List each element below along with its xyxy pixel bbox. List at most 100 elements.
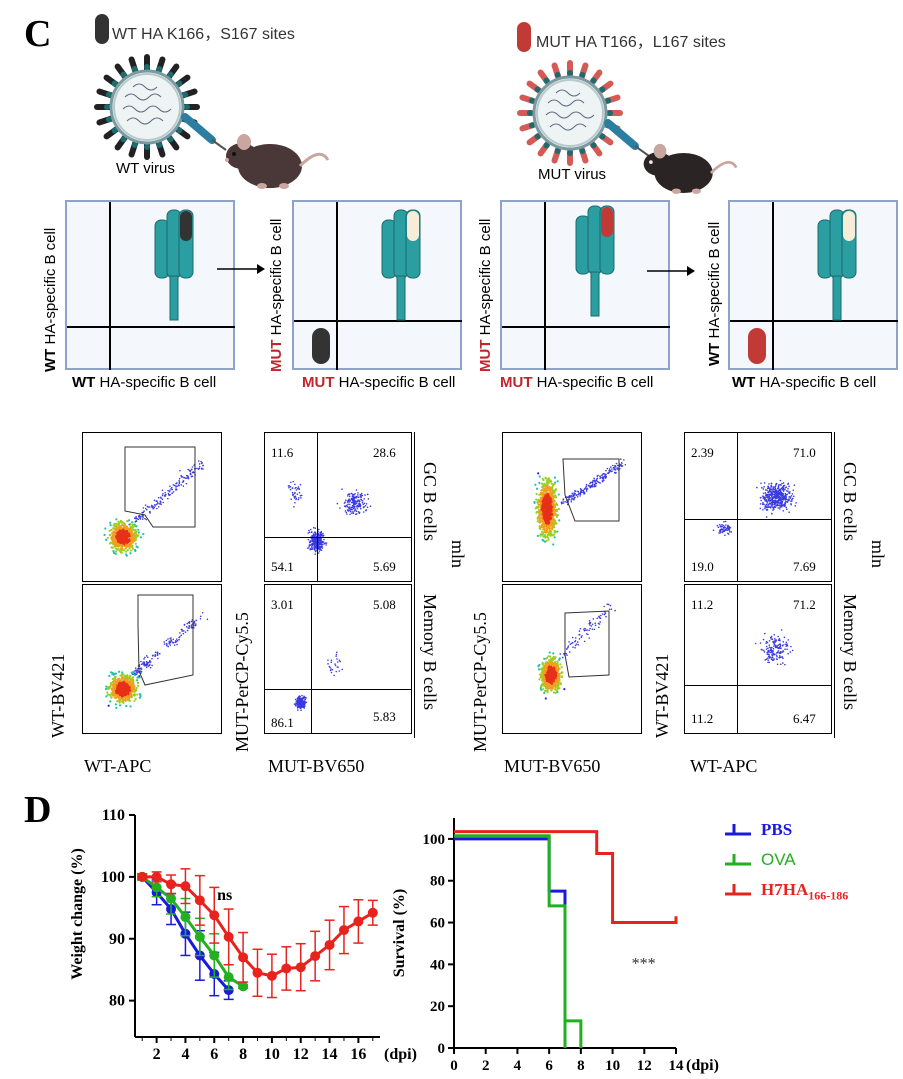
survival-chart: 0 20 40 60 80 100 0 2 4 6 8 10 12 14 (dpi) Survival (%)… xyxy=(391,818,719,1074)
x-tick-label: 8 xyxy=(239,1046,247,1063)
quadrant-ur: 71.0 xyxy=(793,445,816,460)
row-label-gc-right: GC B cells xyxy=(840,462,860,541)
y-tick-label: 90 xyxy=(109,931,125,948)
data-point xyxy=(324,939,335,950)
weight-chart: 80 90 100 110 2 4 6 8 10 12 14 16 (dpi) Weight change… xyxy=(69,807,417,1063)
wt-site-pill xyxy=(312,328,330,364)
mut-virus-label: MUT virus xyxy=(538,166,607,183)
row-divider-right xyxy=(834,432,835,738)
data-point xyxy=(281,963,292,974)
right-gate-x-label: MUT-BV650 xyxy=(504,756,601,776)
wt-syringe-icon xyxy=(181,113,227,151)
legend-pbs-swatch xyxy=(725,824,751,836)
left-gate-y-label: WT-BV421 xyxy=(48,653,68,738)
x-tick-label: 16 xyxy=(350,1046,366,1063)
flow-right-mem-quad: 11.2 71.2 11.2 6.47 xyxy=(684,584,832,734)
data-point xyxy=(310,951,321,962)
right-quad-x-label: WT-APC xyxy=(690,756,758,776)
data-point xyxy=(223,931,234,942)
data-point xyxy=(353,916,364,927)
legend-pbs-label: PBS xyxy=(761,820,793,839)
x-axis-label: (dpi) xyxy=(686,1057,719,1074)
x-tick-label: 14 xyxy=(669,1058,685,1074)
x-tick-label: 6 xyxy=(210,1046,218,1063)
wt-legend-text: WT HA K166，S167 sites xyxy=(112,26,295,43)
mut-site-pill xyxy=(748,328,766,364)
wt-site-marker xyxy=(95,14,109,44)
flow-scatter-plot xyxy=(754,629,794,666)
data-point xyxy=(266,970,277,981)
wt-mouse-icon xyxy=(225,134,330,189)
data-point xyxy=(151,871,162,882)
x-tick-label: 10 xyxy=(264,1046,280,1063)
diagram-3-y-label: MUT HA-specific B cell xyxy=(477,218,494,372)
quadrant-ur: 28.6 xyxy=(373,445,396,460)
y-tick-label: 100 xyxy=(101,869,125,886)
y-tick-label: 110 xyxy=(102,807,125,824)
quadrant-ul: 11.6 xyxy=(271,445,294,460)
quadrant-ul: 3.01 xyxy=(271,597,294,612)
data-point xyxy=(252,967,263,978)
left-quad-x-label: MUT-BV650 xyxy=(268,756,365,776)
flow-density-plot xyxy=(103,446,204,557)
quadrant-ll: 86.1 xyxy=(271,715,294,730)
x-tick-label: 12 xyxy=(293,1046,309,1063)
y-axis-label: Weight change (%) xyxy=(69,848,86,980)
legend: PBS OVA H7HA166-186 xyxy=(725,820,895,910)
flow-right-gc-quad: 2.39 71.0 19.0 7.69 xyxy=(684,432,832,582)
mut-mouse-icon xyxy=(643,143,738,194)
diagram-2-y-label: MUT HA-specific B cell xyxy=(268,218,285,372)
left-gate-x-label: WT-APC xyxy=(84,756,152,776)
data-point xyxy=(223,972,234,983)
series-H7HA166-186 xyxy=(454,830,678,925)
quadrant-ll: 11.2 xyxy=(691,711,714,726)
bcr-receptor-icon xyxy=(575,205,615,317)
diagram-1-y-label: WT HA-specific B cell xyxy=(42,227,59,372)
data-point xyxy=(166,879,177,890)
data-point xyxy=(194,895,205,906)
tissue-label-right: mln xyxy=(868,540,888,569)
flow-right-gc-gate xyxy=(502,432,642,582)
row-label-mem-left: Memory B cells xyxy=(420,594,440,710)
legend-item-h7ha: H7HA166-186 xyxy=(725,880,895,902)
legend-ova-label: OVA xyxy=(761,850,796,869)
data-point xyxy=(338,925,349,936)
data-point xyxy=(209,950,220,961)
y-tick-label: 80 xyxy=(109,993,125,1010)
y-tick-label: 60 xyxy=(430,916,445,932)
flow-scatter-plot xyxy=(293,651,344,712)
significance-label: *** xyxy=(632,956,656,973)
tissue-label-left: mln xyxy=(448,540,468,569)
bcr-receptor-icon xyxy=(817,209,857,321)
bcr-receptor-icon xyxy=(154,209,194,321)
wt-virus-icon xyxy=(94,54,200,160)
diagram-mut-mut-1 xyxy=(292,200,462,370)
y-tick-label: 100 xyxy=(423,832,446,848)
y-tick-label: 40 xyxy=(430,957,445,973)
row-label-gc-left: GC B cells xyxy=(420,462,440,541)
y-tick-label: 20 xyxy=(430,999,445,1015)
mut-legend-text: MUT HA T166，L167 sites xyxy=(536,34,726,51)
quadrant-lr: 5.83 xyxy=(373,709,396,724)
wt-virus-label: WT virus xyxy=(116,160,175,177)
flow-density-plot xyxy=(104,594,209,710)
data-point xyxy=(238,952,249,963)
data-point xyxy=(295,962,306,973)
data-point xyxy=(166,893,177,904)
arrow-icon xyxy=(217,264,265,274)
y-axis-label: Survival (%) xyxy=(391,889,408,977)
y-tick-label: 0 xyxy=(438,1041,446,1057)
flow-left-mem-quad: 3.01 5.08 86.1 5.83 xyxy=(264,584,412,734)
quadrant-ll: 19.0 xyxy=(691,559,714,574)
flow-density-plot xyxy=(537,603,616,700)
data-point xyxy=(151,882,162,893)
x-tick-label: 6 xyxy=(545,1058,553,1074)
quadrant-ur: 5.08 xyxy=(373,597,396,612)
data-point xyxy=(180,881,191,892)
arrow-icon xyxy=(647,266,695,276)
quadrant-ll: 54.1 xyxy=(271,559,294,574)
flow-left-gc-quad: 11.6 28.6 54.1 5.69 xyxy=(264,432,412,582)
data-point xyxy=(238,981,249,992)
quadrant-ul: 11.2 xyxy=(691,597,714,612)
flow-density-plot xyxy=(533,458,627,546)
